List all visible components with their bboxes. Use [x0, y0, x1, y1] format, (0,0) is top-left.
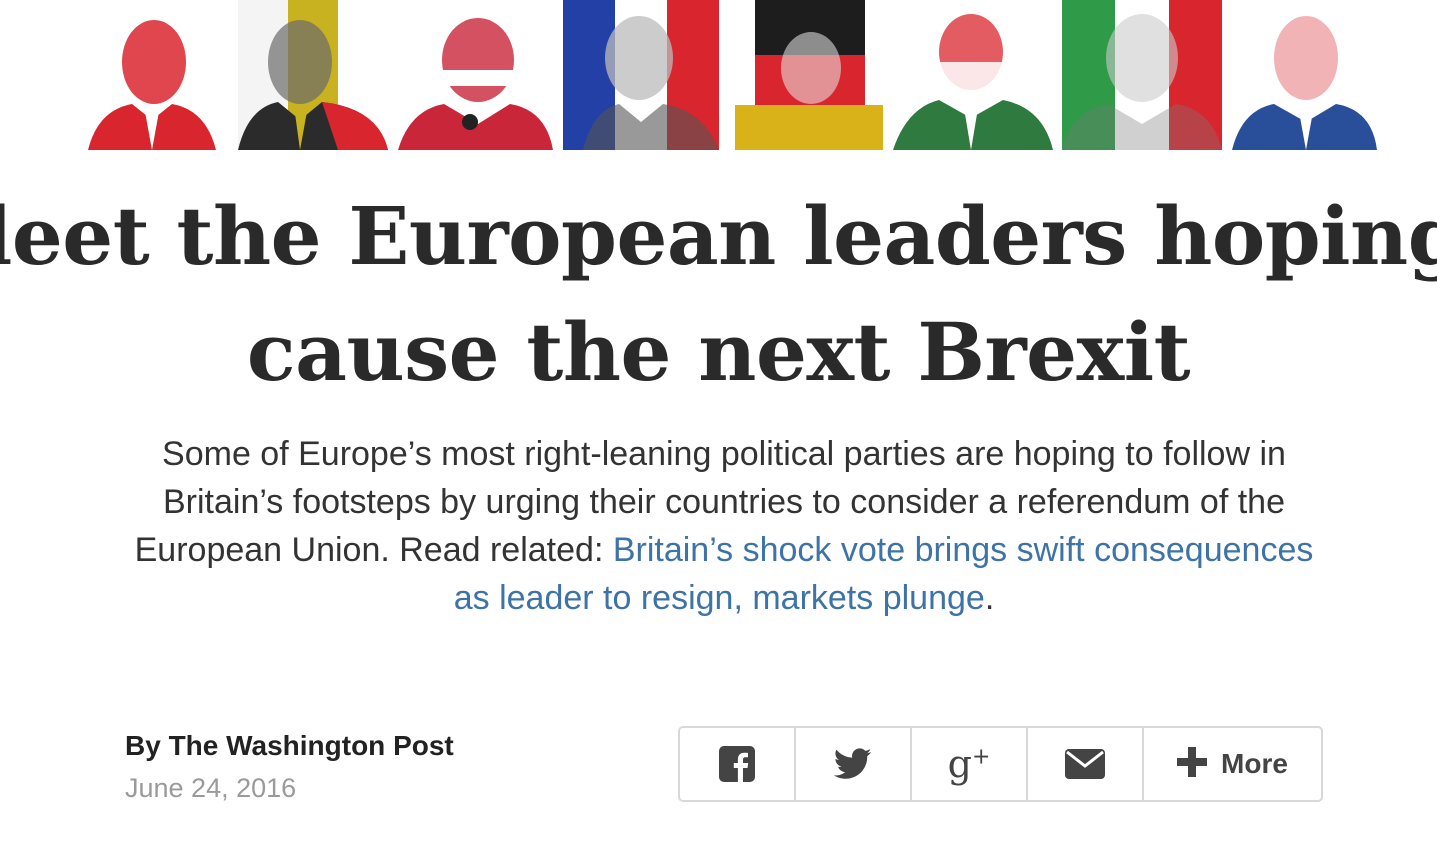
facebook-icon: [719, 746, 755, 782]
portrait-6: [893, 0, 1053, 150]
google-plus-icon: g+: [947, 742, 991, 786]
headline-line-2: cause the next Brexit: [246, 305, 1191, 399]
facebook-share-button[interactable]: [680, 728, 796, 800]
portrait-8: [1232, 0, 1377, 150]
twitter-share-button[interactable]: [796, 728, 912, 800]
google-plus-share-button[interactable]: g+: [912, 728, 1028, 800]
portrait-2: [238, 0, 388, 150]
portrait-7: [1062, 0, 1222, 150]
article-dek: Some of Europe’s most right-leaning poli…: [118, 430, 1330, 622]
byline-date: June 24, 2016: [125, 773, 297, 803]
dek-trailing: .: [984, 579, 995, 617]
more-share-button[interactable]: More: [1144, 728, 1321, 800]
headline: leet the European leaders hoping cause t…: [0, 178, 1437, 410]
share-bar: g+ More: [678, 726, 1323, 802]
portrait-5: [735, 0, 883, 150]
dek-text: Some of Europe’s most right-leaning poli…: [134, 435, 1286, 569]
byline-author: By The Washington Post: [125, 730, 454, 761]
headline-line-1: leet the European leaders hoping: [0, 189, 1437, 283]
portrait-4: [563, 0, 719, 150]
more-label: More: [1221, 748, 1288, 779]
portrait-3: [398, 0, 553, 150]
related-article-link[interactable]: Britain’s shock vote brings swift conseq…: [453, 531, 1314, 617]
twitter-icon: [834, 748, 872, 780]
email-icon: [1065, 749, 1105, 779]
email-share-button[interactable]: [1028, 728, 1144, 800]
plus-icon: [1177, 746, 1208, 782]
portrait-strip: [0, 0, 1437, 150]
portrait-1: [88, 0, 216, 150]
